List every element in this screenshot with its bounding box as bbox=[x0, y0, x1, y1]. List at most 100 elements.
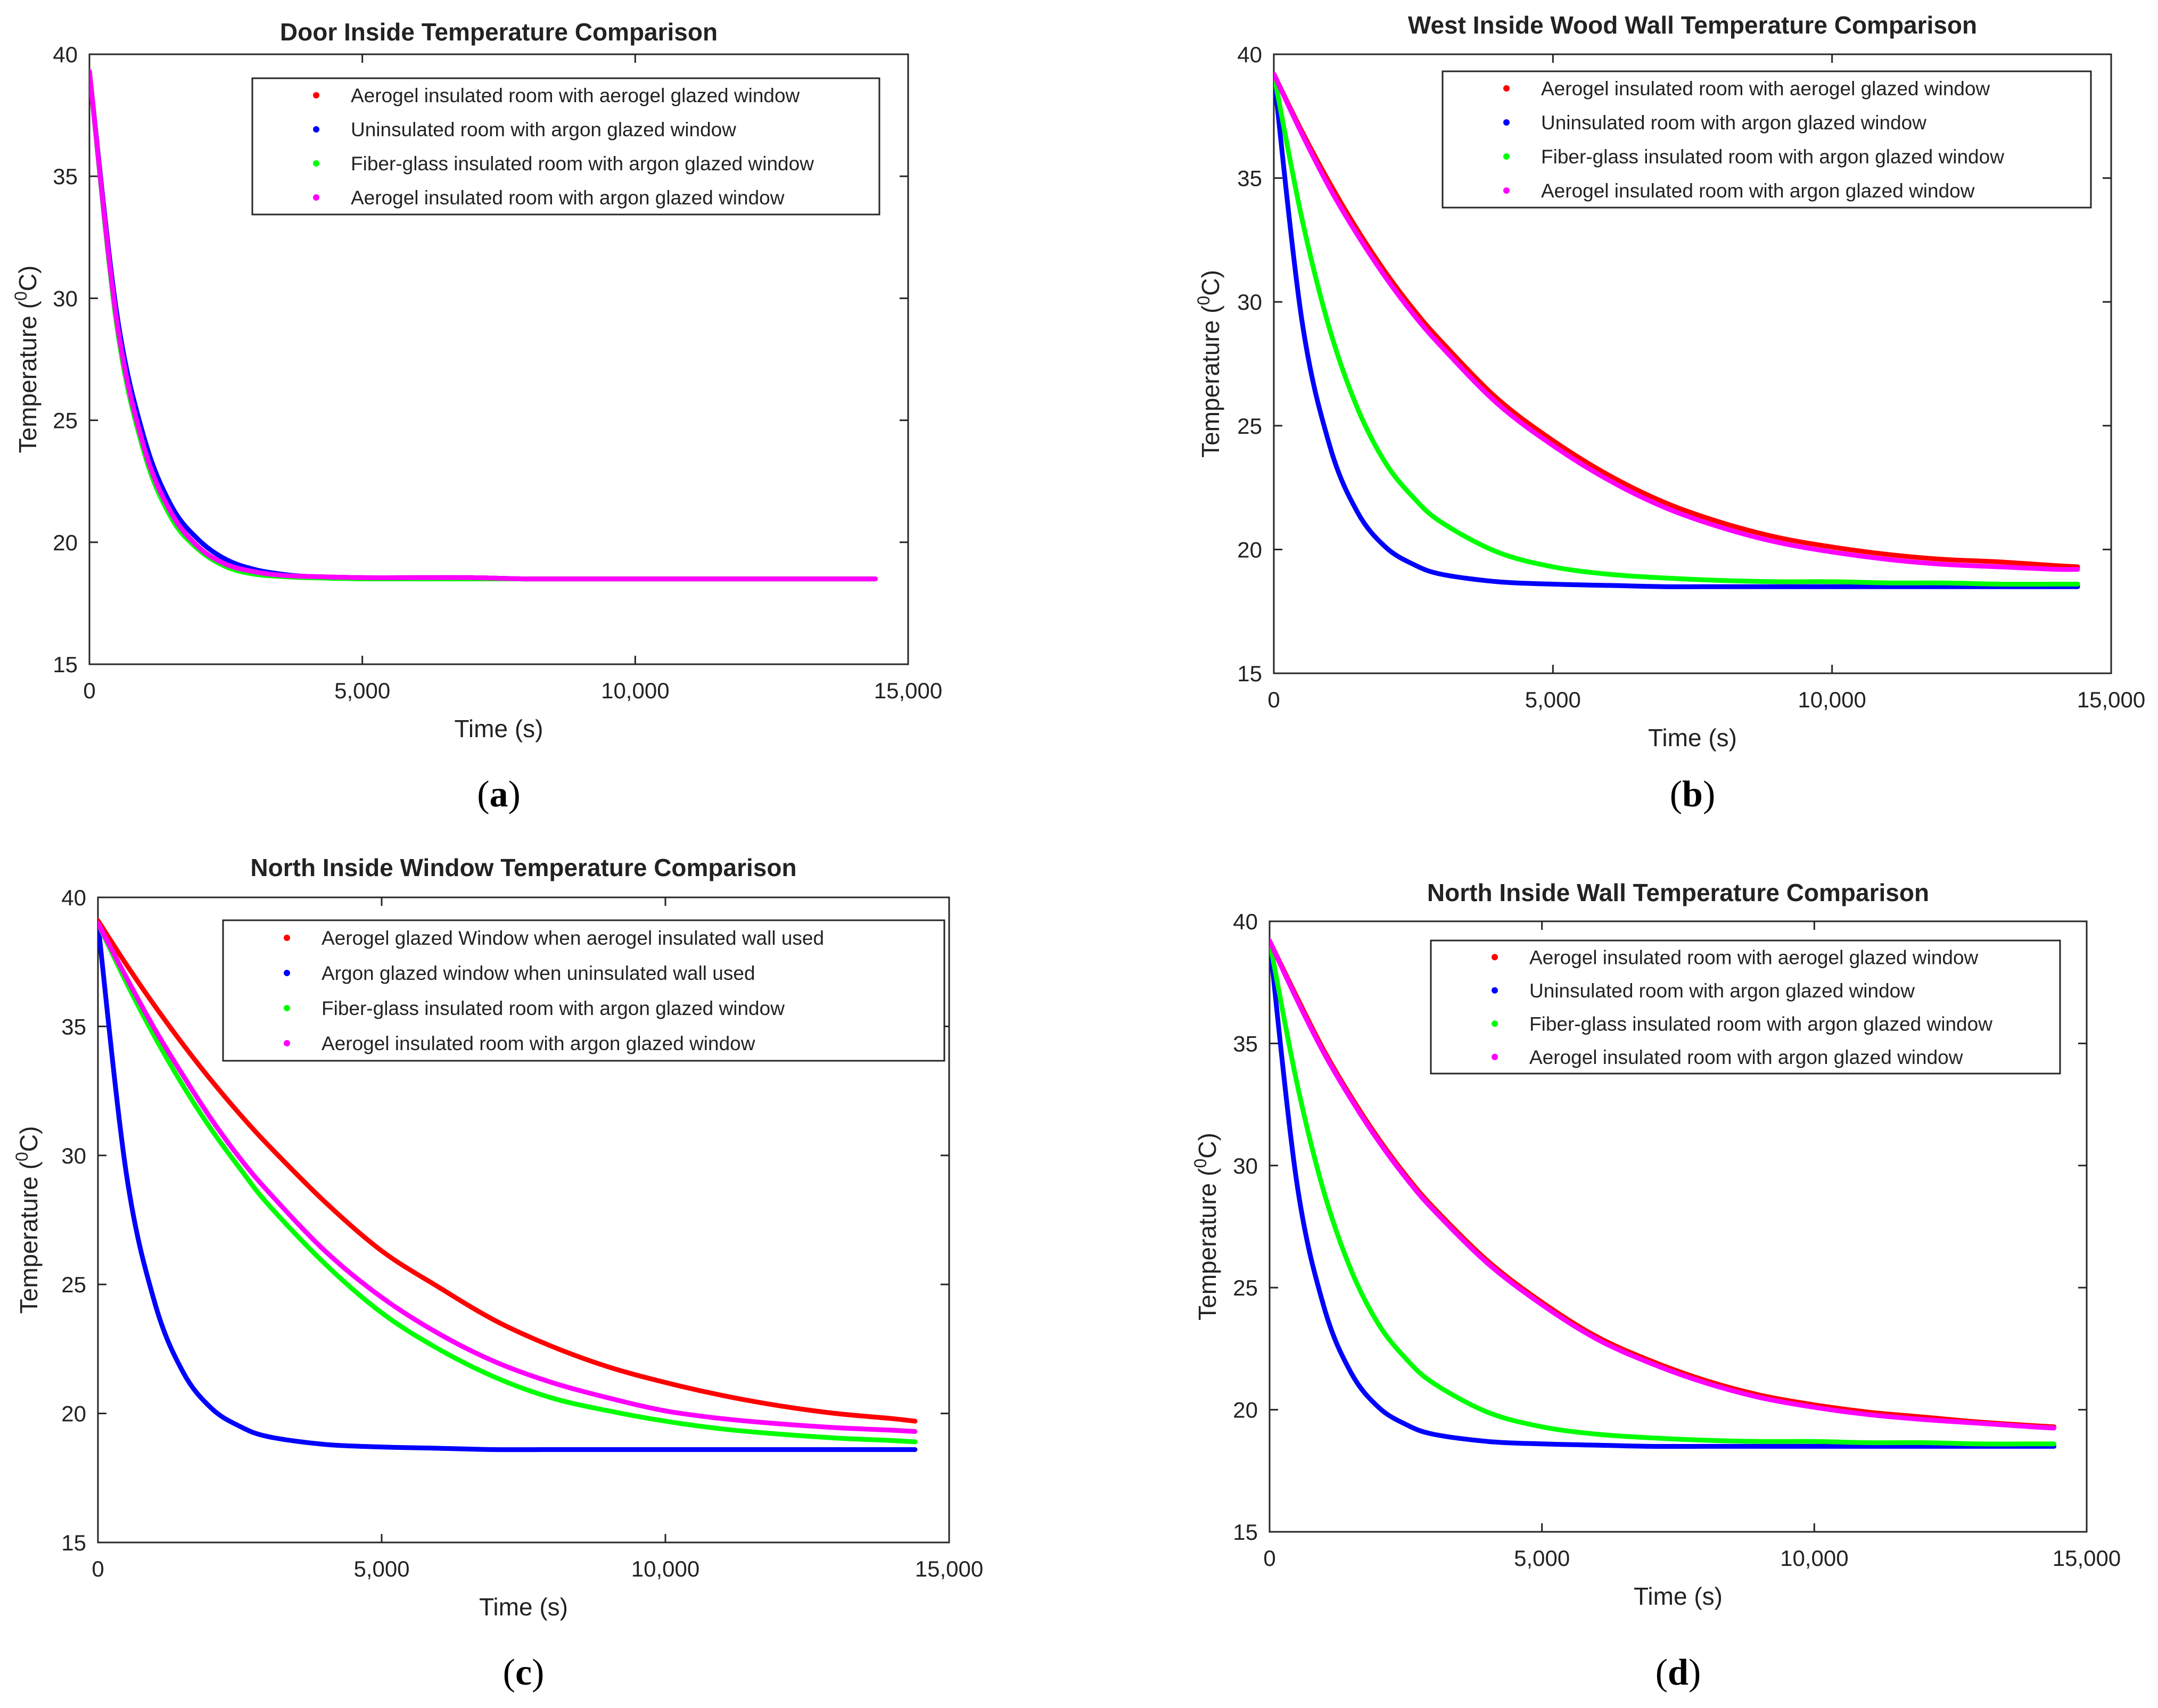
y-tick-label: 25 bbox=[61, 1272, 86, 1297]
legend-entry-1: Aerogel insulated room with aerogel glaz… bbox=[1529, 946, 1979, 968]
x-tick-label: 0 bbox=[92, 1556, 104, 1581]
x-axis-label: Time (s) bbox=[1648, 724, 1737, 752]
series-line-3 bbox=[98, 921, 918, 1445]
caption-open-paren: ( bbox=[1670, 774, 1682, 815]
series-line-3 bbox=[1270, 938, 2057, 1447]
series-lines bbox=[98, 918, 918, 1453]
legend: Aerogel insulated room with aerogel glaz… bbox=[251, 77, 880, 216]
legend-marker-3 bbox=[313, 160, 319, 167]
x-tick-label: 15,000 bbox=[2077, 687, 2145, 712]
y-axis-label: Temperature (0C) bbox=[1194, 270, 1224, 458]
y-axis-label-main: Temperature ( bbox=[15, 1161, 43, 1314]
legend-entry-2: Uninsulated room with argon glazed windo… bbox=[1541, 112, 1926, 134]
x-tick-label: 10,000 bbox=[1780, 1546, 1848, 1571]
legend-entry-1: Aerogel insulated room with aerogel glaz… bbox=[1541, 78, 1990, 100]
legend-marker-1 bbox=[1492, 954, 1498, 961]
y-tick-label: 40 bbox=[53, 42, 78, 67]
caption-close-paren: ) bbox=[532, 1652, 544, 1693]
y-tick-label: 25 bbox=[1233, 1275, 1258, 1300]
series-line-4 bbox=[89, 69, 878, 582]
series-line-2 bbox=[1274, 71, 2080, 589]
legend-entry-3: Fiber-glass insulated room with argon gl… bbox=[322, 997, 785, 1019]
caption-close-paren: ) bbox=[508, 774, 521, 815]
y-tick-label: 35 bbox=[61, 1014, 86, 1039]
x-tick-label: 0 bbox=[1263, 1546, 1275, 1571]
y-tick-label: 35 bbox=[1237, 166, 1262, 191]
y-tick-label: 40 bbox=[1237, 42, 1262, 67]
legend-entry-4: Aerogel insulated room with argon glazed… bbox=[322, 1033, 755, 1054]
series-line-1 bbox=[1274, 71, 2080, 570]
y-tick-label: 30 bbox=[1237, 290, 1262, 315]
legend-marker-1 bbox=[313, 92, 319, 98]
chart-panel-b: West Inside Wood Wall Temperature Compar… bbox=[1194, 11, 2145, 815]
caption-open-paren: ( bbox=[1655, 1652, 1668, 1693]
series-lines bbox=[89, 69, 878, 582]
y-tick-label: 25 bbox=[53, 408, 78, 433]
y-axis-label-superscript: 0 bbox=[11, 291, 30, 301]
legend-marker-2 bbox=[1503, 119, 1510, 126]
y-axis-label-unit: C) bbox=[15, 1126, 43, 1152]
chart-panel-a: Door Inside Temperature Comparison 0 5,000… bbox=[11, 18, 942, 815]
legend-entry-1: Aerogel insulated room with aerogel glaz… bbox=[351, 85, 800, 106]
caption-letter: b bbox=[1682, 774, 1703, 815]
caption-close-paren: ) bbox=[1703, 774, 1715, 815]
y-axis-label-superscript: 0 bbox=[1194, 296, 1213, 306]
legend-box bbox=[251, 77, 880, 216]
panel-caption: (a) bbox=[477, 774, 521, 815]
y-axis-label-unit: C) bbox=[1193, 1133, 1221, 1159]
legend: Aerogel insulated room with aerogel glaz… bbox=[1442, 70, 2092, 209]
y-axis-label: Temperature (0C) bbox=[11, 266, 42, 453]
legend-box bbox=[222, 919, 945, 1062]
legend-entry-2: Uninsulated room with argon glazed windo… bbox=[351, 119, 736, 141]
legend-marker-1 bbox=[284, 935, 290, 941]
caption-letter: a bbox=[490, 774, 508, 815]
legend-box bbox=[1442, 70, 2092, 209]
legend-marker-3 bbox=[1492, 1020, 1498, 1027]
y-tick-label: 15 bbox=[53, 652, 78, 677]
x-tick-label: 10,000 bbox=[1798, 687, 1866, 712]
series-line-2 bbox=[98, 921, 918, 1453]
y-tick-label: 20 bbox=[1233, 1398, 1258, 1423]
x-tick-label: 5,000 bbox=[353, 1556, 409, 1581]
y-tick-label: 20 bbox=[53, 530, 78, 555]
series-lines bbox=[1270, 938, 2057, 1449]
x-tick-label: 15,000 bbox=[874, 678, 942, 703]
legend-marker-4 bbox=[1492, 1053, 1498, 1060]
y-tick-label: 30 bbox=[1233, 1153, 1258, 1178]
legend: Aerogel insulated room with aerogel glaz… bbox=[1430, 939, 2061, 1075]
y-tick-label: 15 bbox=[1233, 1520, 1258, 1545]
y-axis-label: Temperature (0C) bbox=[1191, 1133, 1221, 1321]
y-tick-label: 30 bbox=[61, 1143, 86, 1168]
x-tick-label: 15,000 bbox=[915, 1556, 983, 1581]
legend-marker-4 bbox=[284, 1040, 290, 1046]
chart-title: North Inside Wall Temperature Comparison bbox=[1427, 879, 1929, 906]
caption-open-paren: ( bbox=[477, 774, 489, 815]
x-axis-label: Time (s) bbox=[455, 715, 543, 742]
series-lines bbox=[1274, 71, 2080, 589]
legend-entry-1: Aerogel glazed Window when aerogel insul… bbox=[322, 927, 824, 949]
legend-marker-1 bbox=[1503, 85, 1510, 92]
y-axis-label-superscript: 0 bbox=[1191, 1159, 1210, 1168]
x-tick-label: 0 bbox=[1267, 687, 1280, 712]
legend-entry-3: Fiber-glass insulated room with argon gl… bbox=[351, 153, 814, 175]
legend-marker-4 bbox=[1503, 187, 1510, 194]
y-tick-label: 30 bbox=[53, 286, 78, 311]
caption-letter: c bbox=[515, 1652, 532, 1693]
x-tick-label: 10,000 bbox=[601, 678, 669, 703]
legend-marker-4 bbox=[313, 194, 319, 201]
y-axis-label: Temperature (0C) bbox=[12, 1126, 43, 1314]
chart-title: North Inside Window Temperature Comparis… bbox=[250, 854, 796, 881]
series-line-4 bbox=[1270, 938, 2057, 1431]
y-tick-label: 15 bbox=[1237, 661, 1262, 686]
caption-open-paren: ( bbox=[503, 1652, 515, 1693]
chart-title: Door Inside Temperature Comparison bbox=[280, 18, 718, 46]
y-tick-label: 40 bbox=[61, 885, 86, 910]
chart-panel-d: North Inside Wall Temperature Comparison… bbox=[1191, 879, 2121, 1693]
x-tick-label: 10,000 bbox=[631, 1556, 699, 1581]
legend-entry-3: Fiber-glass insulated room with argon gl… bbox=[1529, 1013, 1992, 1035]
x-tick-label: 5,000 bbox=[334, 678, 390, 703]
x-axis-label: Time (s) bbox=[1634, 1582, 1723, 1610]
legend-marker-3 bbox=[1503, 153, 1510, 160]
y-axis-label-main: Temperature ( bbox=[1197, 305, 1224, 458]
series-line-1 bbox=[98, 918, 918, 1424]
